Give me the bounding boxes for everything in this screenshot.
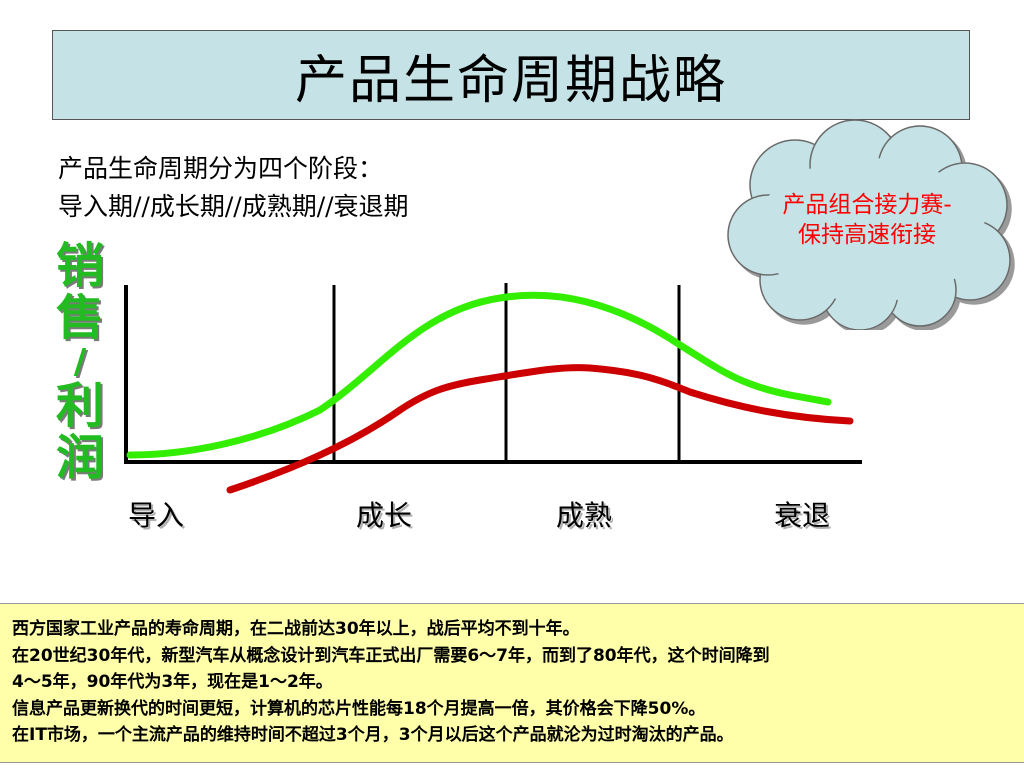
intro-text: 产品生命周期分为四个阶段： 导入期//成长期//成熟期//衰退期 — [58, 150, 409, 226]
profit-curve — [226, 364, 854, 494]
y-axis-label-char: / — [73, 342, 87, 382]
y-axis-label-char: 利 — [55, 378, 104, 434]
y-axis-label-char: 销 — [55, 238, 104, 294]
intro-line-2: 导入期//成长期//成熟期//衰退期 — [58, 192, 409, 221]
notes-line-5: 在IT市场，一个主流产品的维持时间不超过3个月，3个月以后这个产品就沦为过时淘汰… — [12, 725, 734, 745]
stage-label-growth: 成长 — [356, 499, 413, 532]
intro-line-1: 产品生命周期分为四个阶段： — [58, 154, 384, 183]
sales-curve — [126, 291, 832, 459]
notes-line-3: 4～5年，90年代为3年，现在是1～2年。 — [12, 672, 333, 692]
title-box: 产品生命周期战略 — [52, 30, 970, 120]
stage-label-intro: 导入 — [128, 499, 185, 532]
notes-box: 西方国家工业产品的寿命周期，在二战前达30年以上，战后平均不到十年。 在20世纪… — [0, 603, 1024, 763]
callout-line-2: 保持高速衔接 — [798, 222, 936, 248]
notes-line-2: 在20世纪30年代，新型汽车从概念设计到汽车正式出厂需要6～7年，而到了80年代… — [12, 645, 770, 666]
notes-line-1: 西方国家工业产品的寿命周期，在二战前达30年以上，战后平均不到十年。 — [12, 619, 580, 639]
page-title: 产品生命周期战略 — [294, 50, 727, 111]
callout-text: 产品组合接力赛- 保持高速衔接 — [742, 190, 992, 250]
y-axis-label-char: 润 — [55, 430, 104, 486]
cloud-callout — [727, 119, 1011, 330]
y-axis-label: 销售 / 利润 — [50, 240, 110, 484]
callout-line-1: 产品组合接力赛- — [782, 192, 952, 218]
notes-line-4: 信息产品更新换代的时间更短，计算机的芯片性能每18个月提高一倍，其价格会下降50… — [12, 698, 706, 719]
stage-label-maturity: 成熟 — [556, 499, 613, 532]
y-axis-label-char: 售 — [55, 290, 104, 346]
stage-label-decline: 衰退 — [774, 499, 831, 532]
